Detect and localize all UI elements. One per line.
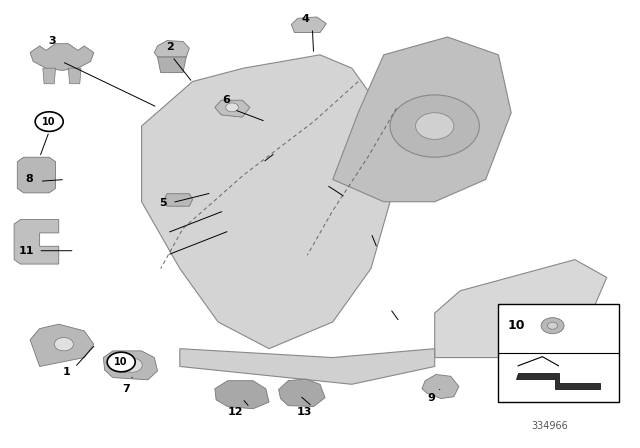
Text: 10: 10 (115, 357, 128, 367)
Circle shape (541, 318, 564, 334)
Polygon shape (157, 57, 186, 73)
Text: 10: 10 (42, 116, 56, 127)
Circle shape (415, 113, 454, 139)
Polygon shape (14, 220, 59, 264)
Polygon shape (164, 194, 193, 206)
Polygon shape (516, 373, 600, 389)
Circle shape (35, 112, 63, 131)
Text: 11: 11 (19, 246, 35, 256)
Polygon shape (333, 37, 511, 202)
Text: 6: 6 (222, 95, 230, 105)
Polygon shape (435, 260, 607, 358)
Text: 5: 5 (159, 198, 166, 207)
Polygon shape (141, 55, 396, 349)
Polygon shape (422, 375, 459, 399)
Text: 2: 2 (166, 42, 173, 52)
Circle shape (547, 322, 557, 329)
Polygon shape (291, 17, 326, 33)
Text: 12: 12 (228, 407, 244, 417)
Text: 1: 1 (63, 367, 71, 377)
Polygon shape (17, 157, 56, 193)
Polygon shape (215, 100, 250, 117)
Polygon shape (30, 324, 94, 366)
Text: 13: 13 (296, 407, 312, 417)
Circle shape (54, 337, 74, 351)
Polygon shape (30, 44, 94, 70)
Polygon shape (180, 349, 435, 384)
Text: 9: 9 (428, 392, 435, 403)
Text: 4: 4 (301, 14, 309, 24)
Polygon shape (43, 68, 56, 84)
Text: 10: 10 (508, 319, 525, 332)
Polygon shape (103, 351, 157, 380)
Polygon shape (278, 379, 325, 406)
Polygon shape (154, 41, 189, 57)
Circle shape (122, 358, 142, 372)
Text: 3: 3 (49, 36, 56, 47)
Circle shape (107, 352, 135, 372)
Circle shape (390, 95, 479, 157)
Circle shape (226, 103, 239, 112)
Polygon shape (68, 68, 81, 84)
Text: 7: 7 (122, 384, 129, 394)
FancyBboxPatch shape (499, 304, 620, 402)
Text: 334966: 334966 (531, 421, 568, 431)
Text: 8: 8 (25, 174, 33, 185)
Polygon shape (215, 381, 269, 409)
